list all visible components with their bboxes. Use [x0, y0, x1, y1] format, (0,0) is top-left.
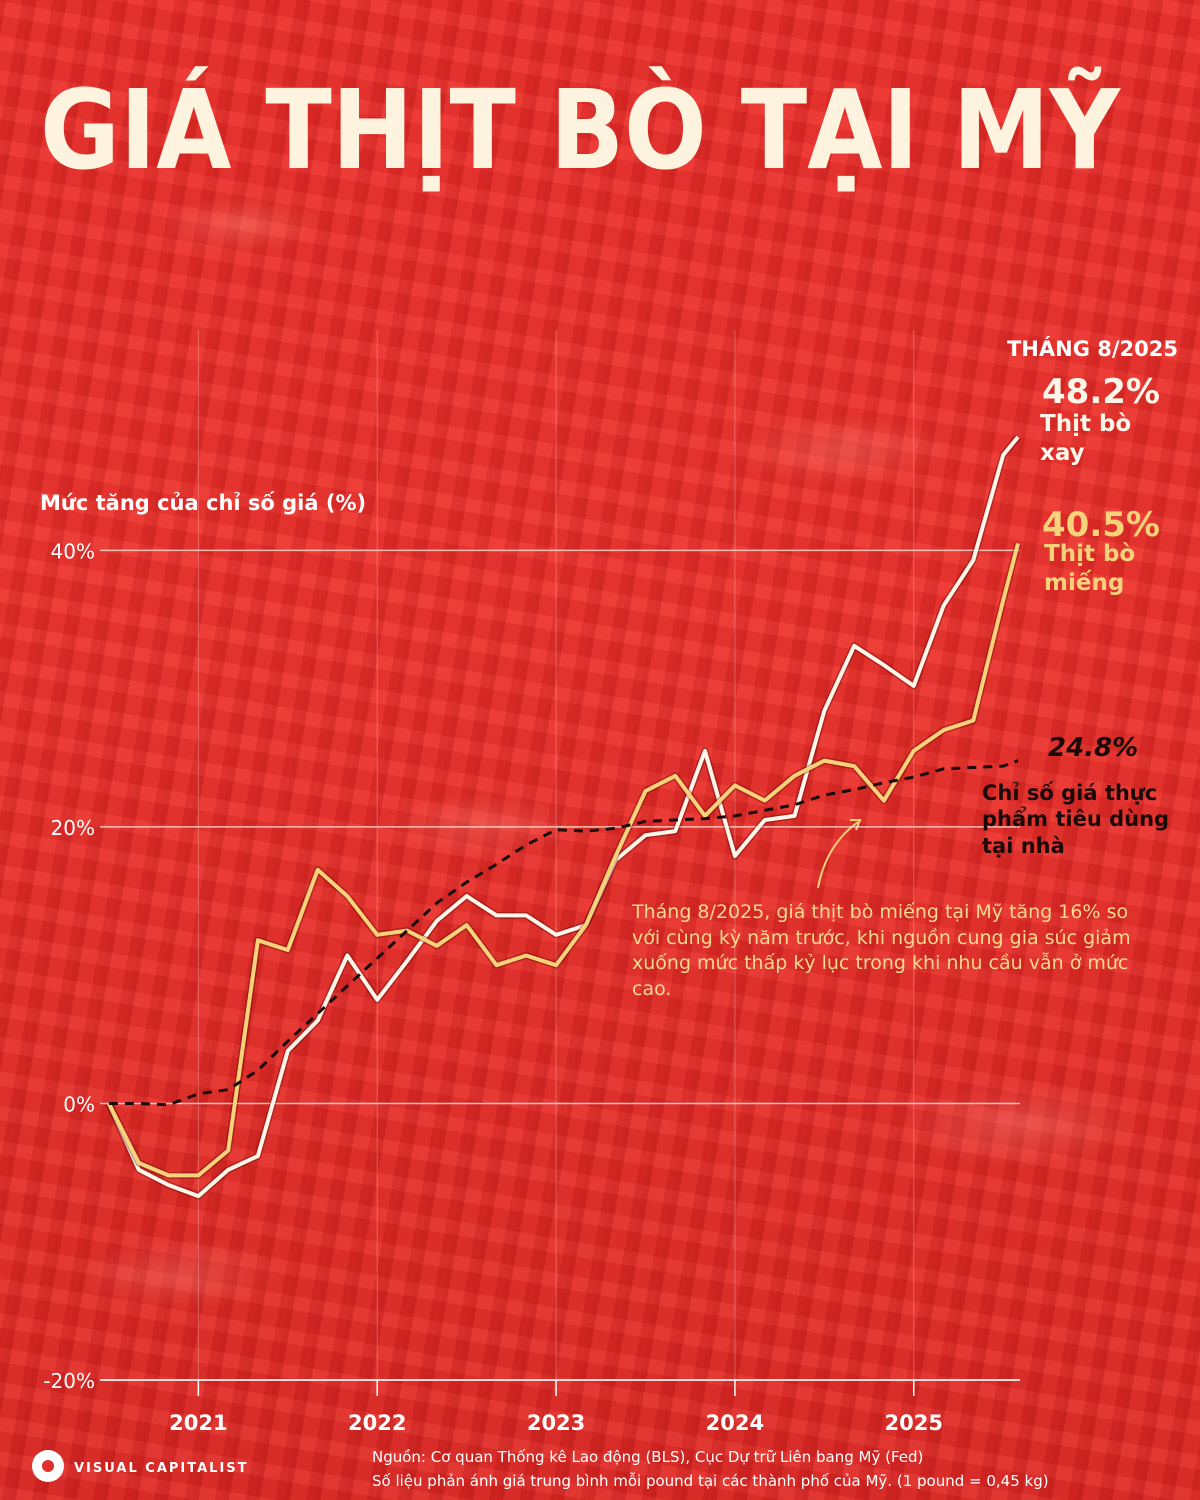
x-tick-label: 2021: [169, 1411, 227, 1435]
legend-label: Thịt bò miếng: [1044, 541, 1136, 596]
x-tick-label: 2022: [348, 1411, 406, 1435]
y-tick-label: 0%: [63, 1092, 95, 1116]
end-value-label: 40.5%: [1042, 505, 1160, 545]
end-value-label: 24.8%: [1048, 733, 1139, 763]
y-tick-label: -20%: [43, 1369, 95, 1393]
note: Số liệu phản ánh giá trung bình mỗi poun…: [372, 1472, 1049, 1490]
x-tick-label: 2024: [706, 1411, 764, 1435]
chart-title: GIÁ THỊT BÒ TẠI MỸ: [40, 64, 1121, 194]
source: Nguồn: Cơ quan Thống kê Lao động (BLS), …: [372, 1448, 923, 1466]
x-tick-label: 2025: [885, 1411, 943, 1435]
legend-label: Chỉ số giá thực phẩm tiêu dùng tại nhà: [982, 781, 1170, 858]
y-tick-label: 40%: [51, 539, 95, 563]
y-axis-title: Mức tăng của chỉ số giá (%): [40, 491, 366, 515]
legend-label: Thịt bò xay: [1040, 411, 1132, 466]
annotation: Tháng 8/2025, giá thịt bò miếng tại Mỹ t…: [632, 901, 1131, 1000]
y-tick-label: 20%: [51, 816, 95, 840]
series-line: [108, 759, 1019, 1107]
series-line: [107, 542, 1020, 1178]
date-label: THÁNG 8/2025: [1007, 336, 1178, 361]
end-value-label: 48.2%: [1042, 372, 1160, 412]
logo: VISUAL CAPITALIST: [74, 1461, 249, 1476]
logo-icon-center: [42, 1460, 54, 1472]
series-line-shadow: [105, 542, 1022, 1179]
series-line: [107, 435, 1020, 1199]
x-tick-label: 2023: [527, 1411, 585, 1435]
annotation-arrow: [817, 821, 859, 889]
